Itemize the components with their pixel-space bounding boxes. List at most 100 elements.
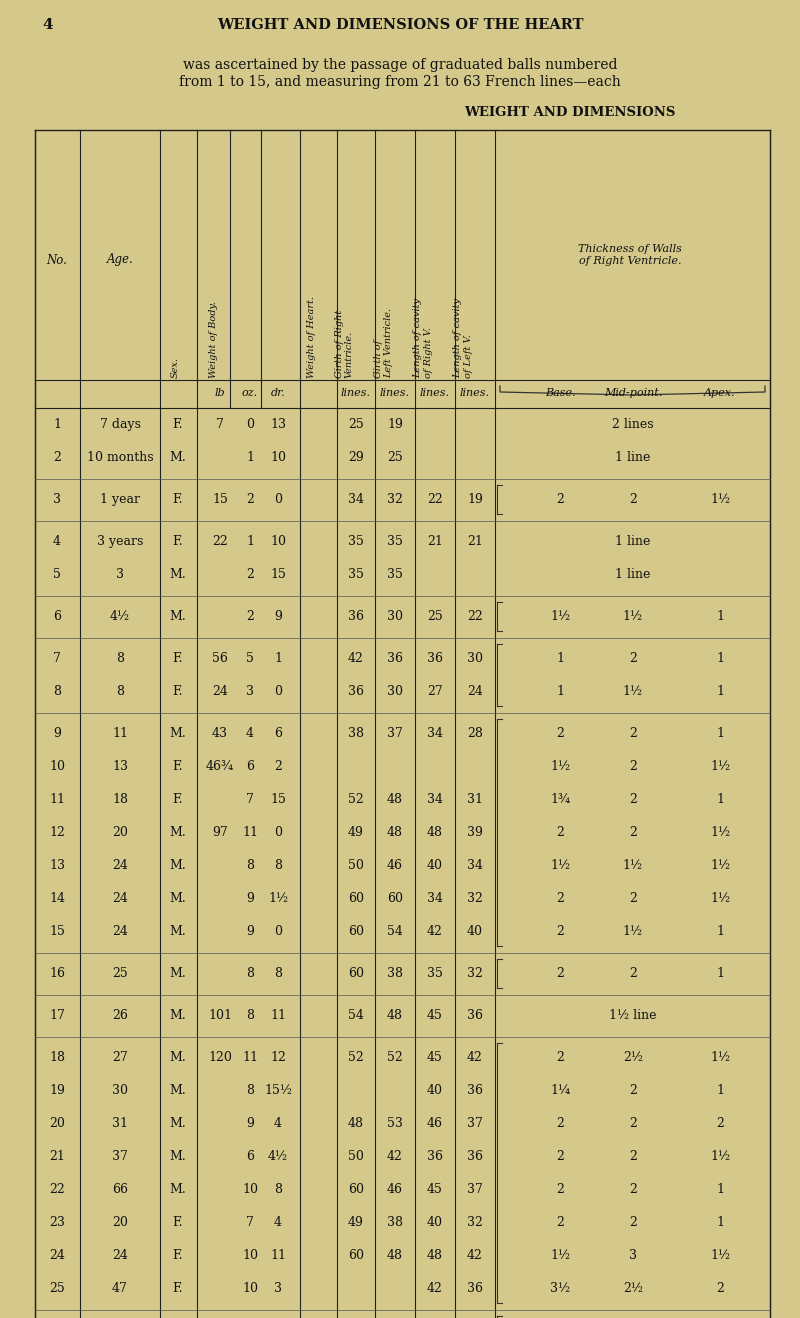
Text: 2: 2 — [556, 892, 564, 905]
Text: 8: 8 — [274, 967, 282, 981]
Text: 25: 25 — [387, 451, 403, 464]
Text: 48: 48 — [348, 1116, 364, 1130]
Text: 30: 30 — [387, 610, 403, 623]
Text: 52: 52 — [348, 1050, 364, 1064]
Text: 42: 42 — [348, 652, 364, 666]
Text: 60: 60 — [348, 925, 364, 938]
Text: 46¾: 46¾ — [206, 760, 234, 772]
Text: 2: 2 — [556, 1184, 564, 1195]
Text: lines.: lines. — [420, 387, 450, 398]
Text: 2: 2 — [629, 760, 637, 772]
Text: 48: 48 — [387, 1249, 403, 1263]
Text: Sex.: Sex. — [171, 357, 180, 378]
Text: 0: 0 — [274, 493, 282, 506]
Text: 12: 12 — [49, 826, 65, 840]
Text: 38: 38 — [387, 1217, 403, 1228]
Text: 2: 2 — [556, 925, 564, 938]
Text: 21: 21 — [427, 535, 443, 548]
Text: 60: 60 — [387, 892, 403, 905]
Text: 40: 40 — [427, 1217, 443, 1228]
Text: 60: 60 — [348, 892, 364, 905]
Text: 18: 18 — [49, 1050, 65, 1064]
Text: 47: 47 — [112, 1282, 128, 1296]
Text: 18: 18 — [112, 793, 128, 807]
Text: F.: F. — [173, 760, 183, 772]
Text: 1 line: 1 line — [615, 535, 650, 548]
Text: 45: 45 — [427, 1050, 443, 1064]
Text: 48: 48 — [427, 1249, 443, 1263]
Text: M.: M. — [170, 568, 186, 581]
Text: 0: 0 — [274, 925, 282, 938]
Text: 35: 35 — [348, 568, 364, 581]
Text: 25: 25 — [112, 967, 128, 981]
Text: 24: 24 — [112, 892, 128, 905]
Text: 1½: 1½ — [710, 493, 730, 506]
Text: M.: M. — [170, 892, 186, 905]
Text: 2: 2 — [629, 826, 637, 840]
Text: 20: 20 — [49, 1116, 65, 1130]
Text: M.: M. — [170, 967, 186, 981]
Text: 1: 1 — [716, 925, 724, 938]
Text: 48: 48 — [387, 793, 403, 807]
Text: 1½: 1½ — [710, 1249, 730, 1263]
Text: 15: 15 — [270, 568, 286, 581]
Text: 2: 2 — [556, 728, 564, 739]
Text: 34: 34 — [348, 493, 364, 506]
Text: 46: 46 — [387, 859, 403, 873]
Text: 24: 24 — [112, 925, 128, 938]
Text: 9: 9 — [246, 892, 254, 905]
Text: 8: 8 — [246, 1083, 254, 1097]
Text: 1½: 1½ — [623, 859, 643, 873]
Text: 11: 11 — [242, 1050, 258, 1064]
Text: 0: 0 — [274, 685, 282, 699]
Text: 30: 30 — [112, 1083, 128, 1097]
Text: F.: F. — [173, 1217, 183, 1228]
Text: 9: 9 — [274, 610, 282, 623]
Text: F.: F. — [173, 793, 183, 807]
Text: 11: 11 — [112, 728, 128, 739]
Text: 43: 43 — [212, 728, 228, 739]
Text: 45: 45 — [427, 1184, 443, 1195]
Text: 24: 24 — [112, 859, 128, 873]
Text: 52: 52 — [348, 793, 364, 807]
Text: 20: 20 — [112, 1217, 128, 1228]
Text: 7: 7 — [216, 418, 224, 431]
Text: 1½: 1½ — [550, 1249, 570, 1263]
Text: 2: 2 — [629, 1217, 637, 1228]
Text: 2½: 2½ — [623, 1050, 643, 1064]
Text: 2½: 2½ — [623, 1282, 643, 1296]
Text: 15½: 15½ — [264, 1083, 292, 1097]
Text: 42: 42 — [387, 1151, 403, 1162]
Text: 12: 12 — [270, 1050, 286, 1064]
Text: 2: 2 — [556, 493, 564, 506]
Text: 32: 32 — [467, 1217, 483, 1228]
Text: 8: 8 — [274, 1184, 282, 1195]
Text: 1½: 1½ — [550, 859, 570, 873]
Text: 97: 97 — [212, 826, 228, 840]
Text: 38: 38 — [348, 728, 364, 739]
Text: 10: 10 — [242, 1282, 258, 1296]
Text: 1 year: 1 year — [100, 493, 140, 506]
Text: 2: 2 — [629, 892, 637, 905]
Text: 34: 34 — [467, 859, 483, 873]
Text: 13: 13 — [49, 859, 65, 873]
Text: 11: 11 — [270, 1010, 286, 1021]
Text: M.: M. — [170, 826, 186, 840]
Text: 1½: 1½ — [623, 925, 643, 938]
Text: M.: M. — [170, 1116, 186, 1130]
Text: Base.: Base. — [545, 387, 575, 398]
Text: 36: 36 — [467, 1282, 483, 1296]
Text: dr.: dr. — [270, 387, 286, 398]
Text: 2: 2 — [556, 1151, 564, 1162]
Text: 60: 60 — [348, 1249, 364, 1263]
Text: 34: 34 — [427, 892, 443, 905]
Text: 2: 2 — [629, 1184, 637, 1195]
Text: 2: 2 — [629, 1083, 637, 1097]
Text: Mid-point.: Mid-point. — [604, 387, 662, 398]
Text: 1½: 1½ — [550, 760, 570, 772]
Text: 45: 45 — [427, 1010, 443, 1021]
Text: WEIGHT AND DIMENSIONS: WEIGHT AND DIMENSIONS — [464, 107, 676, 120]
Text: 30: 30 — [467, 652, 483, 666]
Text: 21: 21 — [49, 1151, 65, 1162]
Text: 25: 25 — [348, 418, 364, 431]
